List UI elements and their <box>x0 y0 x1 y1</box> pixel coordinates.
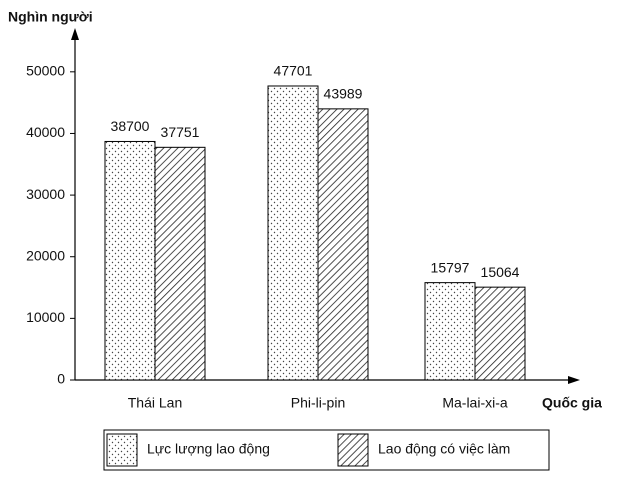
legend-label: Lực lượng lao động <box>147 441 270 457</box>
x-tick-label: Ma-lai-xi-a <box>442 395 508 411</box>
x-tick-label: Phi-li-pin <box>291 395 345 411</box>
x-tick-label: Thái Lan <box>128 395 182 411</box>
x-axis-arrow <box>568 376 580 384</box>
value-label: 43989 <box>324 86 363 102</box>
value-label: 47701 <box>274 63 313 79</box>
y-tick-label: 50000 <box>26 63 65 79</box>
legend-box <box>103 429 550 471</box>
bar <box>474 286 526 381</box>
legend-swatch <box>337 433 369 467</box>
bar <box>104 140 156 381</box>
bar <box>267 85 319 381</box>
value-label: 37751 <box>161 124 200 140</box>
y-tick-label: 20000 <box>26 247 65 263</box>
x-axis-label: Quốc gia <box>542 395 602 411</box>
bar <box>424 282 476 381</box>
bar <box>317 108 369 381</box>
legend-label: Lao động có việc làm <box>378 441 510 457</box>
y-axis-arrow <box>71 28 79 40</box>
legend-swatch <box>106 433 138 467</box>
y-tick-label: 30000 <box>26 186 65 202</box>
y-tick-label: 40000 <box>26 124 65 140</box>
bar <box>154 146 206 381</box>
y-tick-label: 10000 <box>26 309 65 325</box>
y-axis-label: Nghìn người <box>8 9 93 25</box>
value-label: 38700 <box>111 118 150 134</box>
y-tick-label: 0 <box>57 371 65 387</box>
value-label: 15064 <box>481 264 520 280</box>
value-label: 15797 <box>431 259 470 275</box>
